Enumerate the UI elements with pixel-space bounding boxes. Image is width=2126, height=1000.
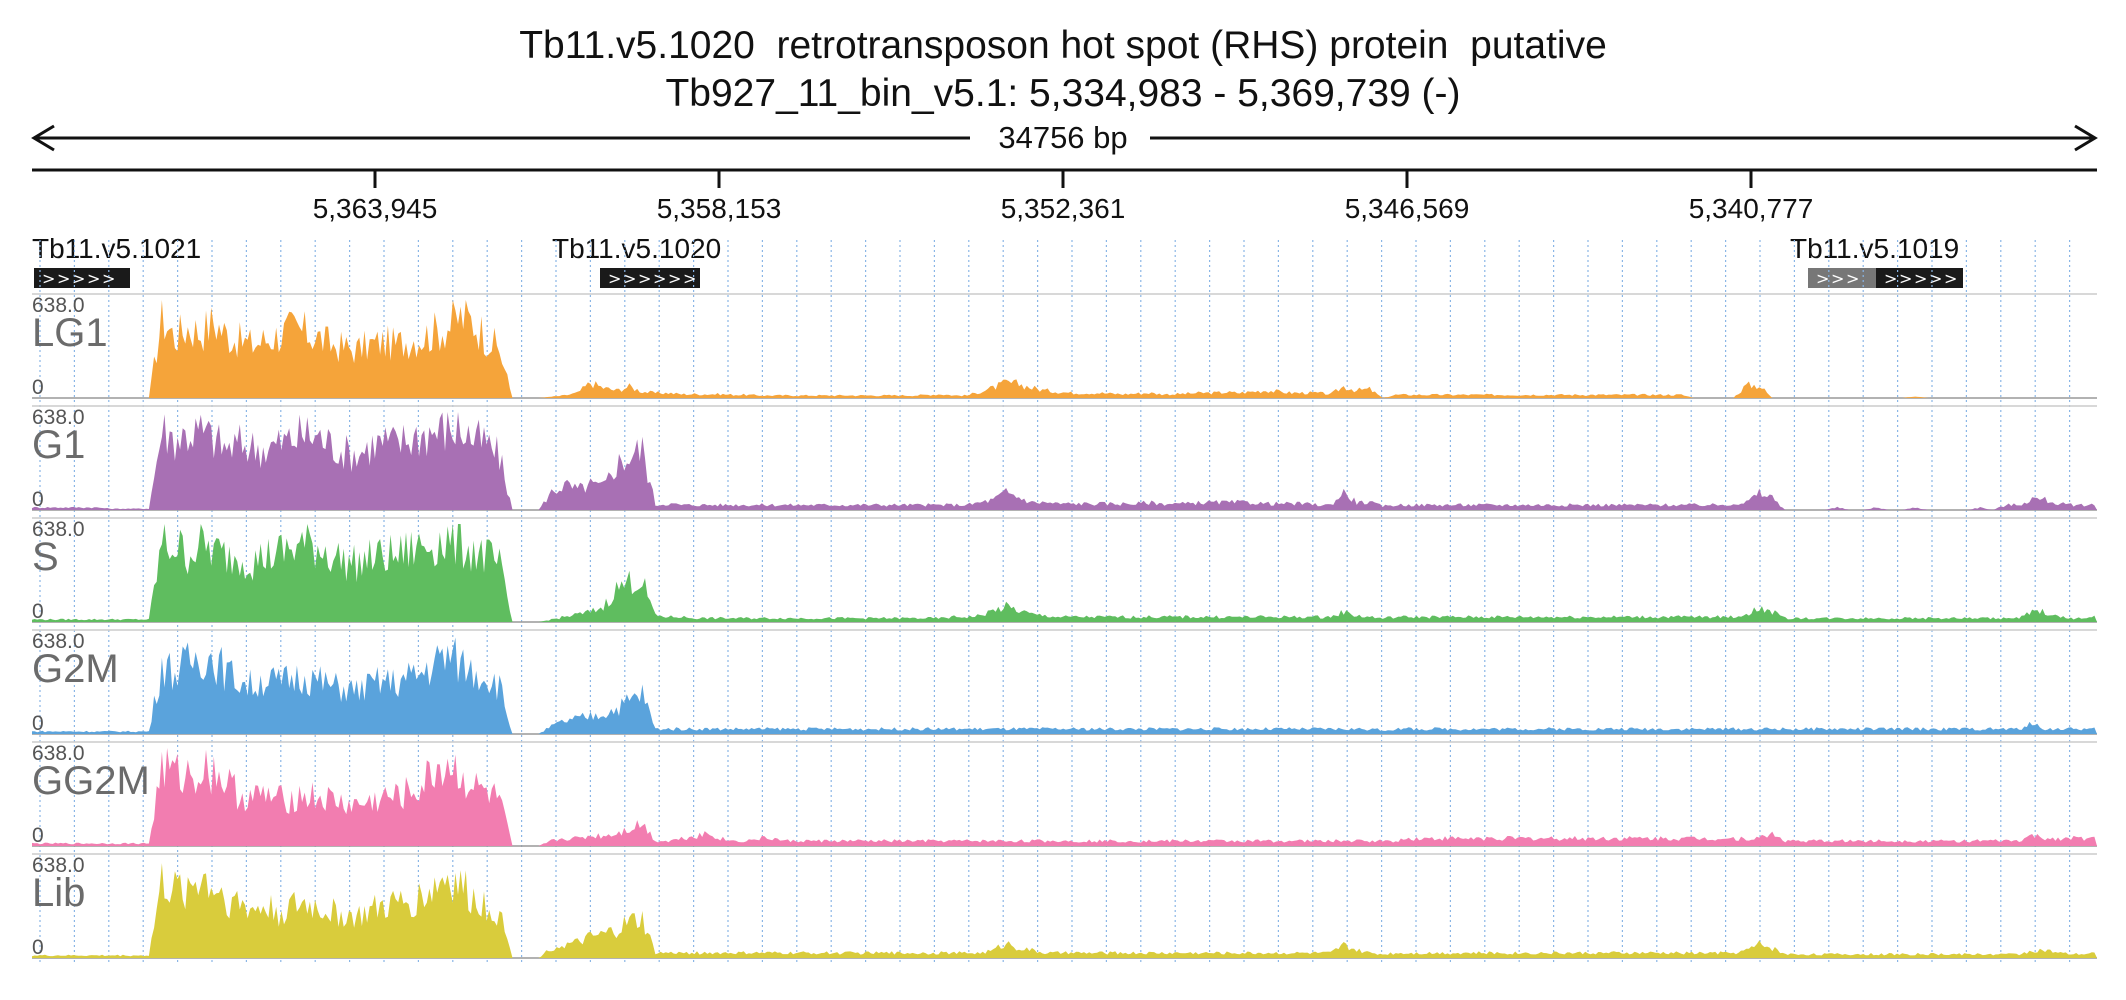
- ruler-tick-label: 5,363,945: [313, 193, 438, 224]
- chart-title: Tb11.v5.1020 retrotransposon hot spot (R…: [519, 24, 1607, 67]
- strand-arrow-glyph: >: [638, 269, 651, 288]
- gene-label: Tb11.v5.1020: [552, 233, 721, 264]
- strand-arrow-glyph: >: [102, 269, 115, 288]
- ruler-tick-label: 5,346,569: [1345, 193, 1470, 224]
- chart-subtitle: Tb927_11_bin_v5.1: 5,334,983 - 5,369,739…: [665, 72, 1461, 115]
- strand-arrow-glyph: >: [683, 269, 696, 288]
- track-zero-label: 0: [32, 600, 44, 623]
- track-zero-label: 0: [32, 712, 44, 735]
- track-name-label: G1: [32, 423, 85, 467]
- track-max-label: 638.0: [32, 854, 85, 877]
- strand-arrow-glyph: >: [1846, 269, 1859, 288]
- span-arrow-right-head: [2074, 124, 2098, 152]
- track-max-label: 638.0: [32, 294, 85, 317]
- gene-feature-box: [600, 268, 700, 288]
- track-name-label: G2M: [32, 647, 119, 691]
- track-max-label: 638.0: [32, 518, 85, 541]
- track-max-label: 638.0: [32, 406, 85, 429]
- track-zero-label: 0: [32, 936, 44, 959]
- strand-arrow-glyph: >: [42, 269, 55, 288]
- strand-arrow-glyph: >: [1914, 269, 1927, 288]
- strand-arrow-glyph: >: [1884, 269, 1897, 288]
- strand-arrow-glyph: >: [72, 269, 85, 288]
- coverage-area-lg1: [32, 300, 2097, 398]
- span-arrow-left-head: [31, 124, 55, 152]
- strand-arrow-glyph: >: [1929, 269, 1942, 288]
- strand-arrow-glyph: >: [653, 269, 666, 288]
- gene-feature-box: [34, 268, 130, 288]
- coverage-area-g1: [32, 412, 2097, 510]
- track-zero-label: 0: [32, 824, 44, 847]
- strand-arrow-glyph: >: [1944, 269, 1957, 288]
- strand-arrow-glyph: >: [1831, 269, 1844, 288]
- strand-arrow-glyph: >: [608, 269, 621, 288]
- strand-arrow-glyph: >: [623, 269, 636, 288]
- coverage-area-lib: [32, 863, 2097, 958]
- strand-arrow-glyph: >: [1899, 269, 1912, 288]
- gene-feature-box: [1876, 268, 1963, 288]
- track-max-label: 638.0: [32, 630, 85, 653]
- ruler-tick-label: 5,358,153: [657, 193, 782, 224]
- track-zero-label: 0: [32, 488, 44, 511]
- track-zero-label: 0: [32, 376, 44, 399]
- strand-arrow-glyph: >: [668, 269, 681, 288]
- coverage-area-gg2m: [32, 748, 2097, 846]
- chart-title-block: Tb11.v5.1020 retrotransposon hot spot (R…: [0, 22, 2126, 118]
- strand-arrow-glyph: >: [57, 269, 70, 288]
- span-length-label: 34756 bp: [998, 120, 1127, 155]
- ruler-tick-label: 5,340,777: [1689, 193, 1814, 224]
- gene-feature-box: [1808, 268, 1876, 288]
- gene-label: Tb11.v5.1021: [32, 233, 201, 264]
- coverage-area-g2m: [32, 637, 2097, 734]
- track-name-label: LG1: [32, 311, 108, 355]
- track-name-label: Lib: [32, 871, 85, 915]
- ruler-tick-label: 5,352,361: [1001, 193, 1126, 224]
- track-name-label: GG2M: [32, 759, 150, 803]
- strand-arrow-glyph: >: [1816, 269, 1829, 288]
- strand-arrow-glyph: >: [87, 269, 100, 288]
- coverage-area-s: [32, 524, 2097, 622]
- gene-label: Tb11.v5.1019: [1790, 233, 1959, 264]
- track-name-label: S: [32, 535, 59, 579]
- track-max-label: 638.0: [32, 742, 85, 765]
